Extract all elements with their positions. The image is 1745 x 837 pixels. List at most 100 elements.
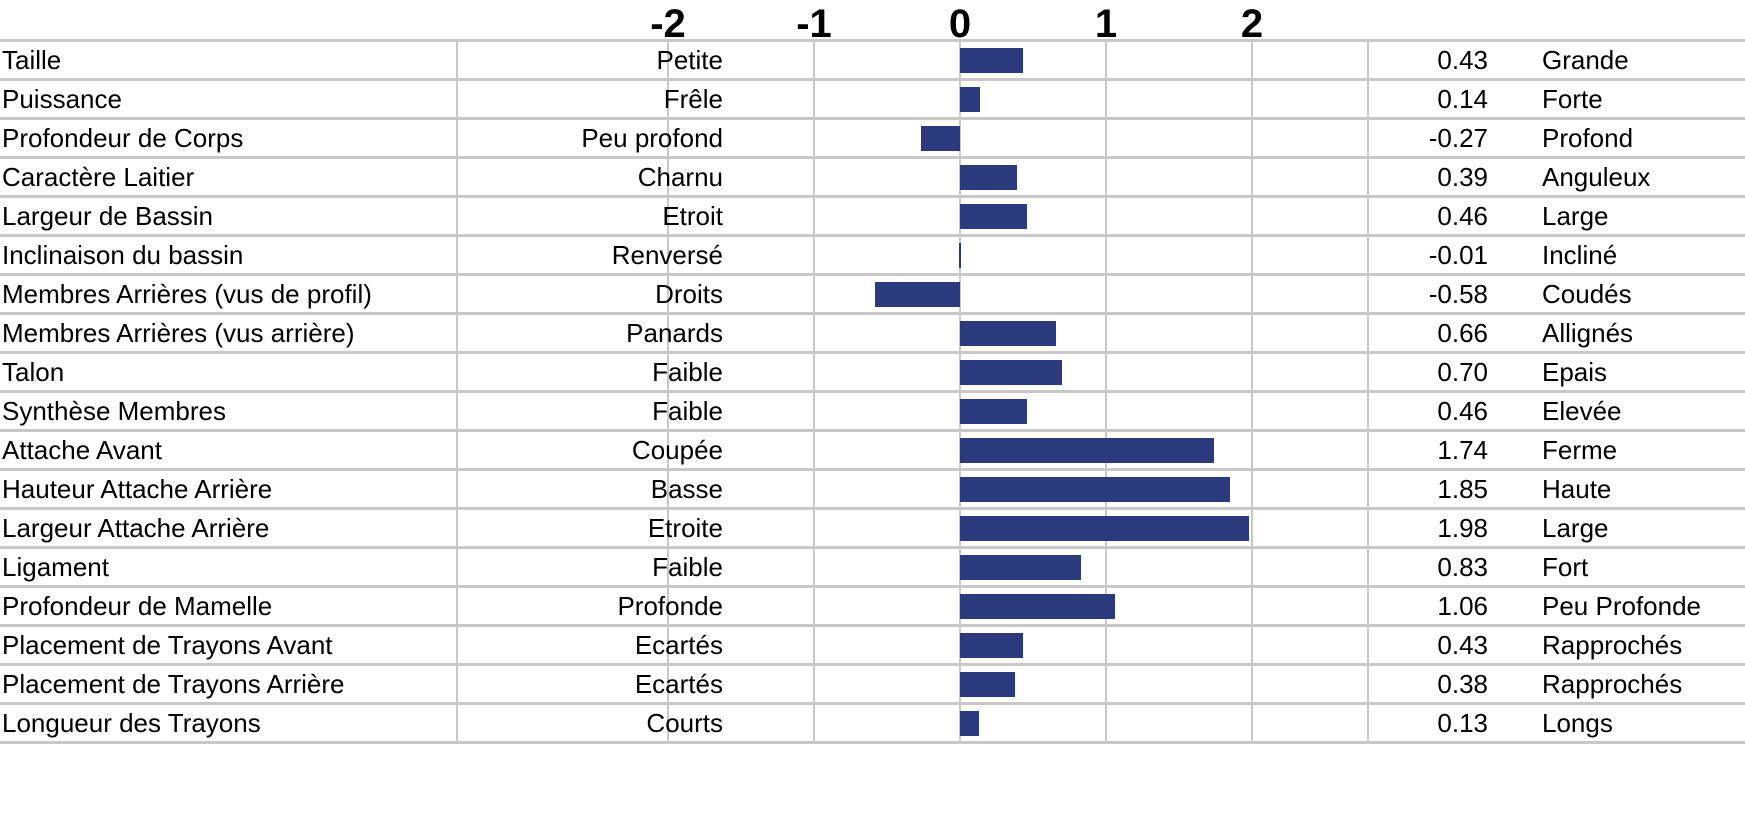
- value-label: 0.46: [1437, 396, 1488, 426]
- trait-name: Synthèse Membres: [2, 396, 226, 426]
- high-end-label: Haute: [1542, 474, 1612, 504]
- value-label: 0.38: [1437, 669, 1488, 699]
- low-end-label: Etroit: [662, 201, 723, 231]
- high-end-label: Grande: [1542, 45, 1629, 75]
- bar: [960, 87, 981, 112]
- low-end-label: Ecartés: [634, 669, 723, 699]
- high-end-label: Elevée: [1542, 396, 1622, 426]
- high-end-label: Allignés: [1542, 318, 1634, 348]
- value-label: 0.70: [1437, 357, 1488, 387]
- bar: [960, 633, 1023, 658]
- row-divider: [0, 234, 1745, 237]
- trait-name: Talon: [2, 357, 65, 387]
- trait-name: Membres Arrières (vus de profil): [2, 279, 372, 309]
- value-label: -0.27: [1428, 123, 1488, 153]
- low-end-label: Panards: [626, 318, 723, 348]
- row-divider: [0, 702, 1745, 705]
- trait-name: Attache Avant: [2, 435, 162, 465]
- high-end-label: Ferme: [1542, 435, 1618, 465]
- trait-name: Largeur de Bassin: [2, 201, 214, 231]
- row-divider: [0, 507, 1745, 510]
- bar: [875, 282, 960, 307]
- high-end-label: Rapprochés: [1542, 630, 1683, 660]
- bar: [960, 672, 1016, 697]
- high-end-label: Profond: [1542, 123, 1634, 153]
- low-end-label: Profonde: [617, 591, 723, 621]
- trait-name: Largeur Attache Arrière: [2, 513, 270, 543]
- low-end-label: Courts: [646, 708, 723, 738]
- trait-name: Taille: [2, 45, 62, 75]
- high-end-label: Large: [1542, 201, 1609, 231]
- bar: [960, 360, 1063, 385]
- grid-line: [667, 40, 669, 742]
- value-label: 0.39: [1437, 162, 1488, 192]
- trait-name: Inclinaison du bassin: [2, 240, 244, 270]
- x-tick-label: 0: [948, 2, 972, 46]
- value-label: 0.43: [1437, 630, 1488, 660]
- trait-name: Hauteur Attache Arrière: [2, 474, 273, 504]
- trait-name: Placement de Trayons Arrière: [2, 669, 345, 699]
- high-end-label: Coudés: [1542, 279, 1632, 309]
- row-divider: [0, 390, 1745, 393]
- bar: [960, 204, 1028, 229]
- row-divider: [0, 351, 1745, 354]
- trait-name: Membres Arrières (vus arrière): [2, 318, 355, 348]
- value-label: 1.85: [1437, 474, 1488, 504]
- high-end-label: Forte: [1542, 84, 1603, 114]
- trait-name: Puissance: [2, 84, 122, 114]
- low-end-label: Renversé: [611, 240, 723, 270]
- trait-name: Ligament: [2, 552, 109, 582]
- value-label: -0.58: [1428, 279, 1488, 309]
- bar: [960, 48, 1023, 73]
- trait-name: Profondeur de Corps: [2, 123, 244, 153]
- high-end-label: Rapprochés: [1542, 669, 1683, 699]
- low-end-label: Faible: [652, 552, 723, 582]
- x-tick-label: 1: [1094, 2, 1118, 46]
- low-end-label: Etroite: [647, 513, 723, 543]
- value-label: 1.06: [1437, 591, 1488, 621]
- high-end-label: Anguleux: [1542, 162, 1651, 192]
- low-end-label: Faible: [652, 357, 723, 387]
- x-tick-label: 2: [1240, 2, 1264, 46]
- low-end-label: Ecartés: [634, 630, 723, 660]
- bar: [960, 399, 1028, 424]
- high-end-label: Peu Profonde: [1542, 591, 1702, 621]
- grid-line: [813, 40, 815, 742]
- value-label: 0.83: [1437, 552, 1488, 582]
- value-label: 0.46: [1437, 201, 1488, 231]
- bar: [960, 555, 1082, 580]
- row-divider: [0, 741, 1745, 744]
- bar: [960, 438, 1215, 463]
- value-label: 1.98: [1437, 513, 1488, 543]
- row-divider: [0, 585, 1745, 588]
- trait-name: Caractère Laitier: [2, 162, 195, 192]
- x-tick-label: -2: [650, 2, 686, 46]
- value-label: 1.74: [1437, 435, 1488, 465]
- bar: [958, 243, 961, 268]
- trait-name: Longueur des Trayons: [2, 708, 261, 738]
- row-divider: [0, 117, 1745, 120]
- row-divider: [0, 468, 1745, 471]
- row-divider: [0, 78, 1745, 81]
- grid-line: [1367, 40, 1369, 742]
- bar: [960, 711, 979, 736]
- row-divider: [0, 156, 1745, 159]
- value-label: -0.01: [1428, 240, 1488, 270]
- low-end-label: Charnu: [637, 162, 723, 192]
- high-end-label: Fort: [1542, 552, 1589, 582]
- row-divider: [0, 273, 1745, 276]
- high-end-label: Incliné: [1542, 240, 1618, 270]
- grid-line: [959, 40, 961, 742]
- x-tick-label: -1: [796, 2, 832, 46]
- bar: [960, 477, 1231, 502]
- row-divider: [0, 663, 1745, 666]
- grid-line: [456, 40, 458, 742]
- grid-line: [1105, 40, 1107, 742]
- value-label: 0.66: [1437, 318, 1488, 348]
- low-end-label: Droits: [655, 279, 723, 309]
- high-end-label: Longs: [1542, 708, 1613, 738]
- low-end-label: Basse: [650, 474, 723, 504]
- bar: [960, 516, 1250, 541]
- row-divider: [0, 546, 1745, 549]
